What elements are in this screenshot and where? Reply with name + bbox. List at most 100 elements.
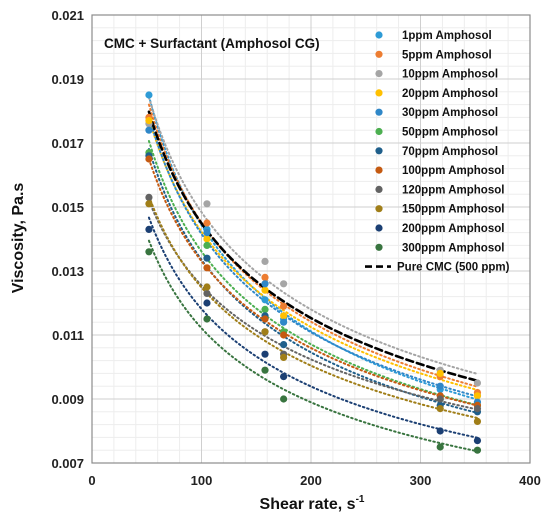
trend-line (147, 117, 479, 391)
trend-line (147, 140, 479, 407)
data-point (261, 280, 269, 288)
data-point (473, 392, 482, 400)
legend-marker (375, 224, 383, 232)
legend-label: 300ppm Amphosol (402, 242, 504, 254)
data-point (145, 91, 153, 99)
data-point (436, 443, 444, 451)
data-point (203, 241, 211, 249)
plot-area-border (91, 14, 531, 464)
data-point (145, 200, 153, 208)
data-point (145, 225, 153, 233)
legend-label: Pure CMC (500 ppm) (397, 262, 510, 274)
data-point (280, 341, 288, 349)
legend-label: 100ppm Amphosol (402, 165, 504, 177)
data-point (280, 353, 288, 361)
data-point (261, 296, 269, 304)
y-tick-label: 0.013 (51, 264, 84, 279)
y-tick-label: 0.007 (51, 456, 84, 471)
data-points (145, 91, 482, 454)
data-point (280, 312, 288, 320)
trend-line (147, 239, 479, 453)
trend-line (147, 158, 479, 407)
legend-label: 10ppm Amphosol (402, 69, 498, 81)
legend-marker (375, 243, 383, 251)
data-point (436, 382, 444, 390)
x-axis-title-main: Shear rate, s (260, 496, 356, 513)
data-point (203, 315, 211, 323)
data-point (280, 280, 288, 288)
data-point (261, 328, 269, 336)
data-point (261, 286, 269, 294)
trend-line (147, 216, 479, 439)
legend-marker (375, 108, 383, 116)
x-tick-label: 400 (519, 473, 541, 488)
data-point (203, 229, 211, 237)
legend-label: 20ppm Amphosol (402, 88, 498, 100)
data-point (473, 446, 482, 454)
data-point (473, 379, 482, 387)
trend-line (147, 115, 479, 398)
pure-cmc-dashed-line (147, 110, 479, 383)
trend-line (147, 103, 479, 388)
legend-marker (375, 205, 383, 213)
data-point (145, 193, 153, 201)
data-point (261, 273, 269, 281)
trend-line (147, 195, 479, 419)
legend-marker (375, 89, 383, 97)
legend: 1ppm Amphosol 5ppm Amphosol 10ppm Amphosol… (365, 30, 510, 274)
legend-marker (375, 166, 383, 174)
data-point (203, 299, 211, 307)
legend-label: 50ppm Amphosol (402, 127, 498, 139)
gridlines (91, 14, 531, 464)
trend-line (147, 96, 479, 375)
x-axis-title: Shear rate, s-1 (260, 494, 365, 513)
data-point (436, 395, 444, 403)
data-point (261, 305, 269, 313)
axes: 0 100 200 300 400 0.007 0.009 0.011 0.013 0.015 0.… (51, 8, 540, 488)
data-point (473, 405, 482, 413)
data-point (261, 315, 269, 323)
y-axis-title: Viscosity, Pa.s (10, 183, 27, 294)
y-tick-label: 0.017 (51, 136, 84, 151)
data-point (280, 373, 288, 381)
data-point (280, 318, 288, 326)
y-tick-label: 0.009 (51, 392, 84, 407)
data-point (473, 417, 482, 425)
legend-marker (375, 147, 383, 155)
data-point (203, 219, 211, 227)
legend-marker (375, 31, 383, 39)
data-point (280, 331, 288, 339)
y-tick-label: 0.019 (51, 72, 84, 87)
legend-label: 1ppm Amphosol (402, 30, 492, 42)
legend-label: 200ppm Amphosol (402, 223, 504, 235)
x-axis-title-superscript: -1 (356, 494, 365, 505)
data-point (145, 248, 153, 256)
data-point (473, 437, 482, 445)
y-tick-label: 0.021 (51, 8, 84, 23)
legend-marker (375, 185, 383, 193)
data-point (261, 257, 269, 265)
data-point (145, 117, 153, 125)
data-point (261, 366, 269, 374)
x-tick-label: 300 (410, 473, 432, 488)
legend-marker (375, 127, 383, 136)
data-point (280, 395, 288, 403)
data-point (145, 155, 153, 163)
x-tick-label: 100 (191, 473, 213, 488)
legend-marker (375, 50, 383, 58)
data-point (203, 235, 211, 243)
data-point (436, 405, 444, 413)
data-point (436, 427, 444, 435)
data-point (261, 350, 269, 358)
data-point (203, 200, 211, 208)
data-point (145, 126, 153, 134)
data-point (203, 264, 211, 272)
legend-label: 5ppm Amphosol (402, 49, 492, 61)
y-tick-label: 0.015 (51, 200, 84, 215)
data-point (436, 369, 444, 377)
data-point (203, 289, 211, 297)
x-tick-label: 200 (300, 473, 322, 488)
legend-label: 30ppm Amphosol (402, 107, 498, 119)
